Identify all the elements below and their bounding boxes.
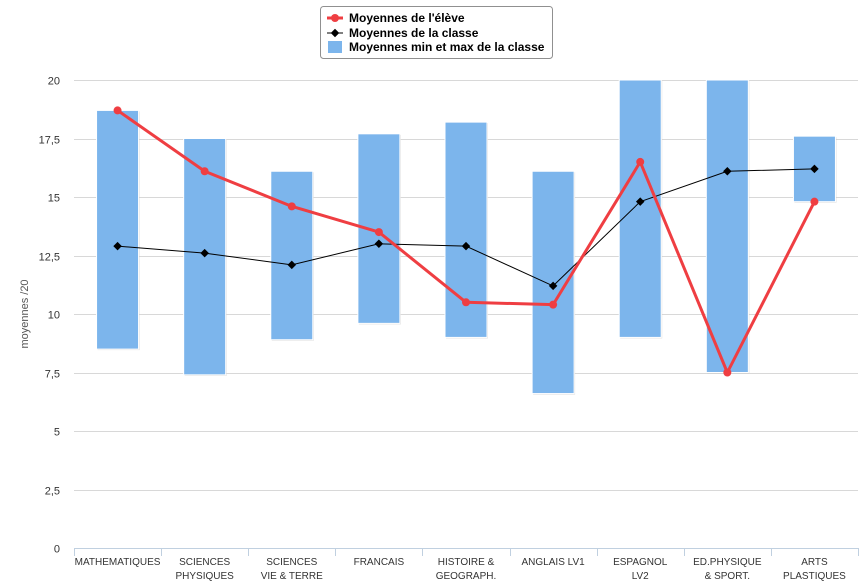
x-tick-label: SCIENCES <box>266 557 317 568</box>
student-average-point[interactable] <box>374 228 383 237</box>
legend-range-label: Moyennes min et max de la classe <box>349 40 545 54</box>
student-average-point[interactable] <box>723 368 732 377</box>
class-average-point[interactable] <box>113 241 122 251</box>
y-tick-label: 7,5 <box>45 369 60 381</box>
x-tick-label: FRANCAIS <box>354 557 405 568</box>
x-tick-label: LV2 <box>632 571 649 582</box>
y-tick-label: 12,5 <box>39 252 60 264</box>
y-tick-label: 0 <box>54 544 60 556</box>
x-axis-ticks: MATHEMATIQUES SCIENCES PHYSIQUES SCIENCES VI… <box>75 557 846 582</box>
class-average-series <box>113 164 819 291</box>
x-tick-label: SCIENCES <box>179 557 230 568</box>
legend-box <box>320 6 553 59</box>
y-tick-label: 15 <box>48 193 60 205</box>
x-tick-label: ARTS <box>801 557 828 568</box>
y-tick-label: 20 <box>48 76 60 88</box>
student-average-point[interactable] <box>636 157 645 166</box>
x-tick-label: HISTOIRE & <box>438 557 495 568</box>
student-average-point[interactable] <box>113 106 122 115</box>
legend-class-label: Moyennes de la classe <box>349 26 479 40</box>
legend-student-marker-icon <box>331 14 339 22</box>
range-bar[interactable] <box>96 109 140 350</box>
x-tick-label: MATHEMATIQUES <box>75 557 161 568</box>
legend[interactable]: Moyennes de l'élève Moyennes de la class… <box>320 6 553 59</box>
class-average-point[interactable] <box>200 248 209 258</box>
x-tick-label: ED.PHYSIQUE <box>693 557 762 568</box>
legend-student-label: Moyennes de l'élève <box>349 11 465 25</box>
x-tick-label: ANGLAIS LV1 <box>522 557 586 568</box>
y-axis-title: moyennes /20 <box>19 279 31 348</box>
class-average-point[interactable] <box>548 281 558 291</box>
legend-item-student[interactable]: Moyennes de l'élève <box>327 11 465 25</box>
student-average-point[interactable] <box>200 167 209 176</box>
student-average-point[interactable] <box>462 298 470 307</box>
legend-range-swatch-icon <box>328 41 342 53</box>
range-bar[interactable] <box>270 170 314 341</box>
class-average-point[interactable] <box>287 260 297 270</box>
y-axis-ticks: 0 2,5 5 7,5 10 12,5 15 17,5 20 <box>39 76 60 556</box>
x-axis <box>74 548 859 556</box>
legend-class-marker-icon <box>330 28 340 38</box>
x-tick-label: PLASTIQUES <box>783 571 846 582</box>
student-average-point[interactable] <box>287 202 296 211</box>
student-average-point[interactable] <box>810 197 819 206</box>
x-tick-label: VIE & TERRE <box>261 571 323 582</box>
y-tick-label: 17,5 <box>39 135 60 147</box>
class-average-point[interactable] <box>461 241 471 251</box>
y-tick-label: 2,5 <box>45 486 60 498</box>
legend-item-range[interactable]: Moyennes min et max de la classe <box>328 40 545 54</box>
x-tick-label: GEOGRAPH. <box>436 571 497 582</box>
student-average-point[interactable] <box>549 300 558 309</box>
x-tick-label: & SPORT. <box>705 571 750 582</box>
y-tick-label: 5 <box>54 427 60 439</box>
range-bars <box>96 79 837 395</box>
legend-item-class[interactable]: Moyennes de la classe <box>327 26 479 40</box>
range-bar[interactable] <box>618 79 662 338</box>
range-bar[interactable] <box>705 79 749 373</box>
class-average-point[interactable] <box>374 239 384 249</box>
x-tick-label: ESPAGNOL <box>613 557 668 568</box>
x-tick-label: PHYSIQUES <box>175 571 234 582</box>
y-tick-label: 10 <box>48 310 60 322</box>
student-average-series <box>113 106 819 377</box>
